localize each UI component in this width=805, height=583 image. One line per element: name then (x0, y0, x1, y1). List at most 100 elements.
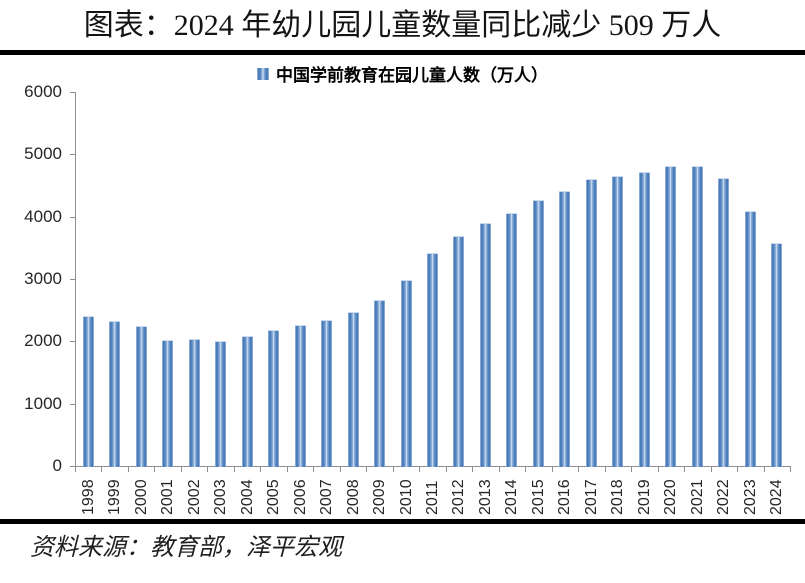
bar-2023 (745, 211, 756, 467)
bar-1998 (83, 316, 94, 467)
x-tick (790, 467, 791, 472)
y-tick-label: 3000 (24, 269, 62, 288)
bar-2002 (189, 339, 200, 467)
y-tick-label: 6000 (24, 82, 62, 101)
x-tick (737, 467, 738, 472)
y-tick-label: 5000 (24, 144, 62, 163)
y-tick (70, 154, 75, 155)
chart-headline: 图表：2024 年幼儿园儿童数量同比减少 509 万人 (83, 9, 722, 42)
x-tick (658, 467, 659, 472)
x-tick-label: 2008 (345, 479, 362, 515)
y-tick (70, 279, 75, 280)
x-tick-label: 2007 (318, 479, 335, 515)
x-tick-label: 2024 (768, 479, 785, 515)
x-tick-label: 2001 (159, 479, 176, 515)
x-tick-label: 2021 (689, 479, 706, 515)
bar-2016 (559, 191, 570, 467)
y-tick (70, 217, 75, 218)
title-divider (0, 50, 805, 55)
bar-2007 (321, 320, 332, 467)
y-tick-label: 2000 (24, 331, 62, 350)
bar-2017 (586, 179, 597, 467)
x-tick (101, 467, 102, 472)
x-tick (552, 467, 553, 472)
x-tick (75, 467, 76, 472)
bar-2009 (374, 300, 385, 467)
bar-2014 (506, 213, 517, 467)
bar-2024 (771, 243, 782, 467)
x-tick-label: 2013 (477, 479, 494, 515)
x-tick (128, 467, 129, 472)
x-tick-label: 2003 (212, 479, 229, 515)
bar-2013 (480, 223, 491, 467)
x-tick (605, 467, 606, 472)
y-tick-label: 4000 (24, 207, 62, 226)
x-tick (366, 467, 367, 472)
x-tick (260, 467, 261, 472)
bar-2020 (665, 166, 676, 467)
x-tick (711, 467, 712, 472)
bar-2011 (427, 253, 438, 467)
bar-2019 (639, 172, 650, 467)
x-tick-label: 2012 (450, 479, 467, 515)
x-tick-label: 2000 (133, 479, 150, 515)
x-tick-label: 2009 (371, 479, 388, 515)
x-tick-label: 2010 (398, 479, 415, 515)
x-tick (684, 467, 685, 472)
y-tick (70, 466, 75, 467)
x-tick-label: 2022 (715, 479, 732, 515)
legend-label: 中国学前教育在园儿童人数（万人） (276, 66, 548, 85)
x-tick-label: 2004 (239, 479, 256, 515)
x-tick (393, 467, 394, 472)
x-tick (181, 467, 182, 472)
bar-2003 (215, 341, 226, 467)
y-tick (70, 404, 75, 405)
legend: 中国学前教育在园儿童人数（万人） (0, 61, 805, 86)
bar-2006 (295, 325, 306, 467)
x-tick (234, 467, 235, 472)
x-tick-label: 2006 (292, 479, 309, 515)
bar-2005 (268, 330, 279, 467)
x-tick (313, 467, 314, 472)
x-tick-label: 2005 (265, 479, 282, 515)
x-tick (499, 467, 500, 472)
x-tick-label: 2017 (583, 479, 600, 515)
bar-2010 (401, 280, 412, 467)
x-tick-label: 1999 (106, 479, 123, 515)
bar-2021 (692, 166, 703, 467)
y-axis (75, 92, 76, 467)
x-tick-label: 2002 (186, 479, 203, 515)
bar-2000 (136, 326, 147, 467)
bar-2018 (612, 176, 623, 467)
bar-2015 (533, 200, 544, 467)
y-tick (70, 92, 75, 93)
bar-2022 (718, 178, 729, 467)
bar-2008 (348, 312, 359, 467)
x-tick (446, 467, 447, 472)
x-tick (472, 467, 473, 472)
x-tick-label: 2015 (530, 479, 547, 515)
y-tick-label: 1000 (24, 394, 62, 413)
x-tick-label: 2019 (636, 479, 653, 515)
x-tick (764, 467, 765, 472)
x-tick-label: 2023 (742, 479, 759, 515)
x-tick-label: 2016 (556, 479, 573, 515)
y-tick-label: 0 (52, 456, 62, 475)
y-tick (70, 341, 75, 342)
bar-2004 (242, 336, 253, 467)
x-tick-label: 2011 (424, 480, 441, 515)
bar-2012 (453, 236, 464, 467)
source-note: 资料来源：教育部，泽平宏观 (30, 535, 342, 561)
x-tick (419, 467, 420, 472)
x-tick (154, 467, 155, 472)
x-tick-label: 2018 (609, 479, 626, 515)
x-tick-label: 1998 (80, 479, 97, 515)
x-tick (287, 467, 288, 472)
bar-2001 (162, 340, 173, 467)
x-tick-label: 2014 (503, 479, 520, 515)
bar-1999 (109, 321, 120, 467)
footer-divider (0, 519, 805, 524)
x-tick (525, 467, 526, 472)
